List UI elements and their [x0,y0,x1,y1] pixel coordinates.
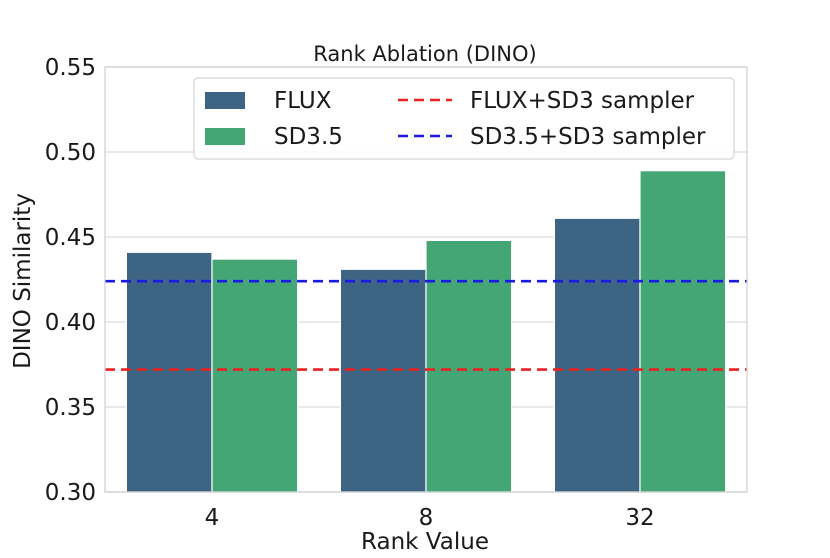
legend-box [193,77,735,160]
x-tick-label: 4 [205,505,220,531]
y-tick-label: 0.50 [45,140,96,166]
x-tick-label: 32 [625,505,654,531]
legend-label: SD3.5+SD3 sampler [470,124,706,150]
bar-sd35-rank-32 [639,170,727,493]
reference-lines [105,279,747,371]
bars [125,170,727,493]
y-tick-label: 0.30 [45,480,96,506]
legend-label: FLUX+SD3 sampler [470,88,695,114]
bar-flux-rank-8 [339,268,427,493]
legend-label: SD3.5 [274,124,343,150]
x-tick-labels: 4 8 32 [205,505,655,531]
bar-flux-rank-32 [553,217,641,493]
y-axis-label: DINO Similarity [10,193,36,369]
bar-sd35-rank-8 [425,239,513,493]
y-tick-label: 0.35 [45,395,96,421]
plot-frame [104,66,748,493]
x-tick-label: 8 [419,505,434,531]
bar-sd35-rank-4 [211,258,299,493]
y-tick-labels: 0.30 0.35 0.40 0.45 0.50 0.55 [45,55,96,506]
legend-swatch-flux [205,92,245,109]
chart-title: Rank Ablation (DINO) [313,42,536,66]
legend-swatch-sd35 [205,128,245,145]
legend-label: FLUX [274,88,332,114]
bar-flux-rank-4 [125,251,213,493]
y-tick-label: 0.55 [45,55,96,81]
legend: FLUX SD3.5 FLUX+SD3 sampler SD3.5+SD3 sampl… [193,77,735,160]
y-tick-label: 0.40 [45,310,96,336]
x-axis-label: Rank Value [361,529,489,554]
y-tick-label: 0.45 [45,225,96,251]
